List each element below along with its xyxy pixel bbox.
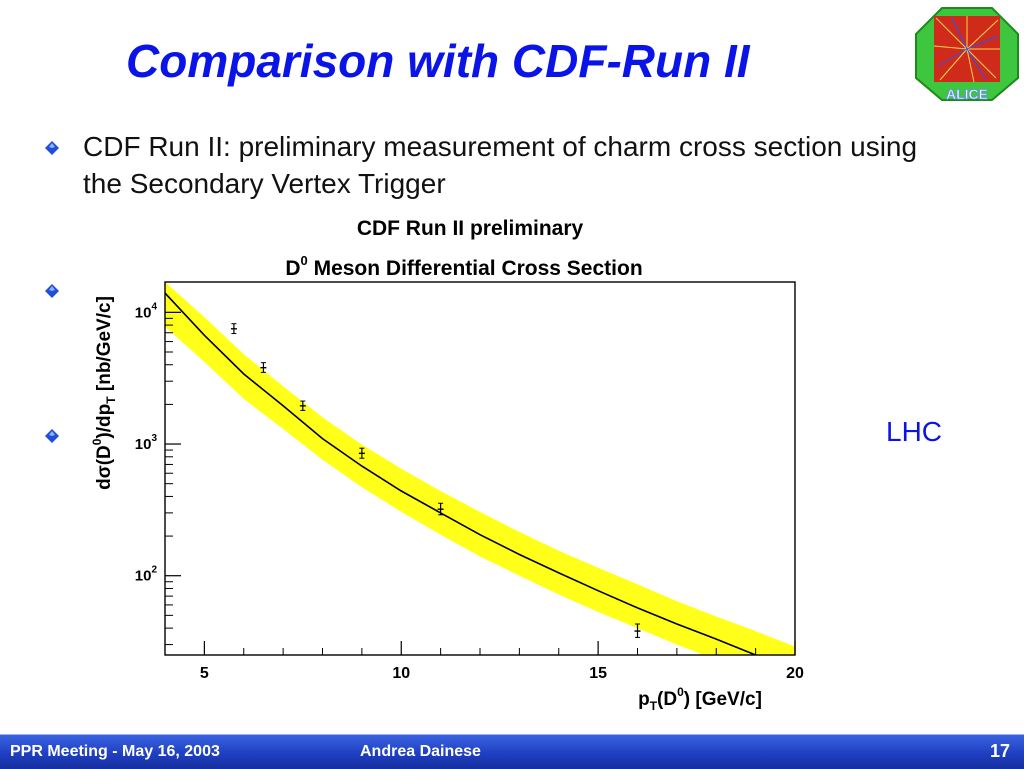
theory-curve	[165, 292, 758, 655]
slide-title: Comparison with CDF-Run II	[126, 35, 750, 87]
bullet-diamond-icon	[45, 284, 59, 298]
y-tick-label: 104	[135, 301, 158, 321]
bullet-diamond-icon	[45, 141, 59, 155]
x-tick-label: 20	[786, 665, 804, 682]
footer-author: Andrea Dainese	[360, 743, 481, 760]
bullet-text-1: CDF Run II: preliminary measurement of c…	[83, 131, 918, 199]
logo-text: ALICE	[946, 86, 988, 102]
y-tick-label: 102	[135, 565, 158, 585]
cross-section-chart: CDF Run II preliminary D0 Meson Differen…	[70, 205, 810, 717]
plot-frame	[164, 281, 796, 656]
chart-subtitle: D0 Meson Differential Cross Section	[285, 253, 642, 280]
chart-svg: CDF Run II preliminary D0 Meson Differen…	[90, 217, 804, 713]
y-axis-label: dσ(D0)/dpT [nb/GeV/c]	[90, 296, 118, 490]
footer-bar: PPR Meeting - May 16, 2003 Andrea Daines…	[0, 734, 1024, 769]
footer-page-number: 17	[989, 741, 1010, 761]
side-text-lhc: LHC	[886, 416, 943, 447]
x-tick-label: 5	[200, 665, 209, 682]
y-tick-label: 103	[135, 433, 158, 453]
x-axis-label: pT(D0) [GeV/c]	[638, 685, 762, 713]
theory-uncertainty-band	[165, 282, 795, 655]
chart-title: CDF Run II preliminary	[357, 217, 584, 240]
bullet-diamond-icon	[45, 429, 59, 443]
x-tick-label: 10	[392, 665, 410, 682]
alice-logo: ALICE	[915, 7, 1019, 102]
x-tick-label: 15	[589, 665, 607, 682]
footer-meeting: PPR Meeting - May 16, 2003	[10, 743, 220, 760]
